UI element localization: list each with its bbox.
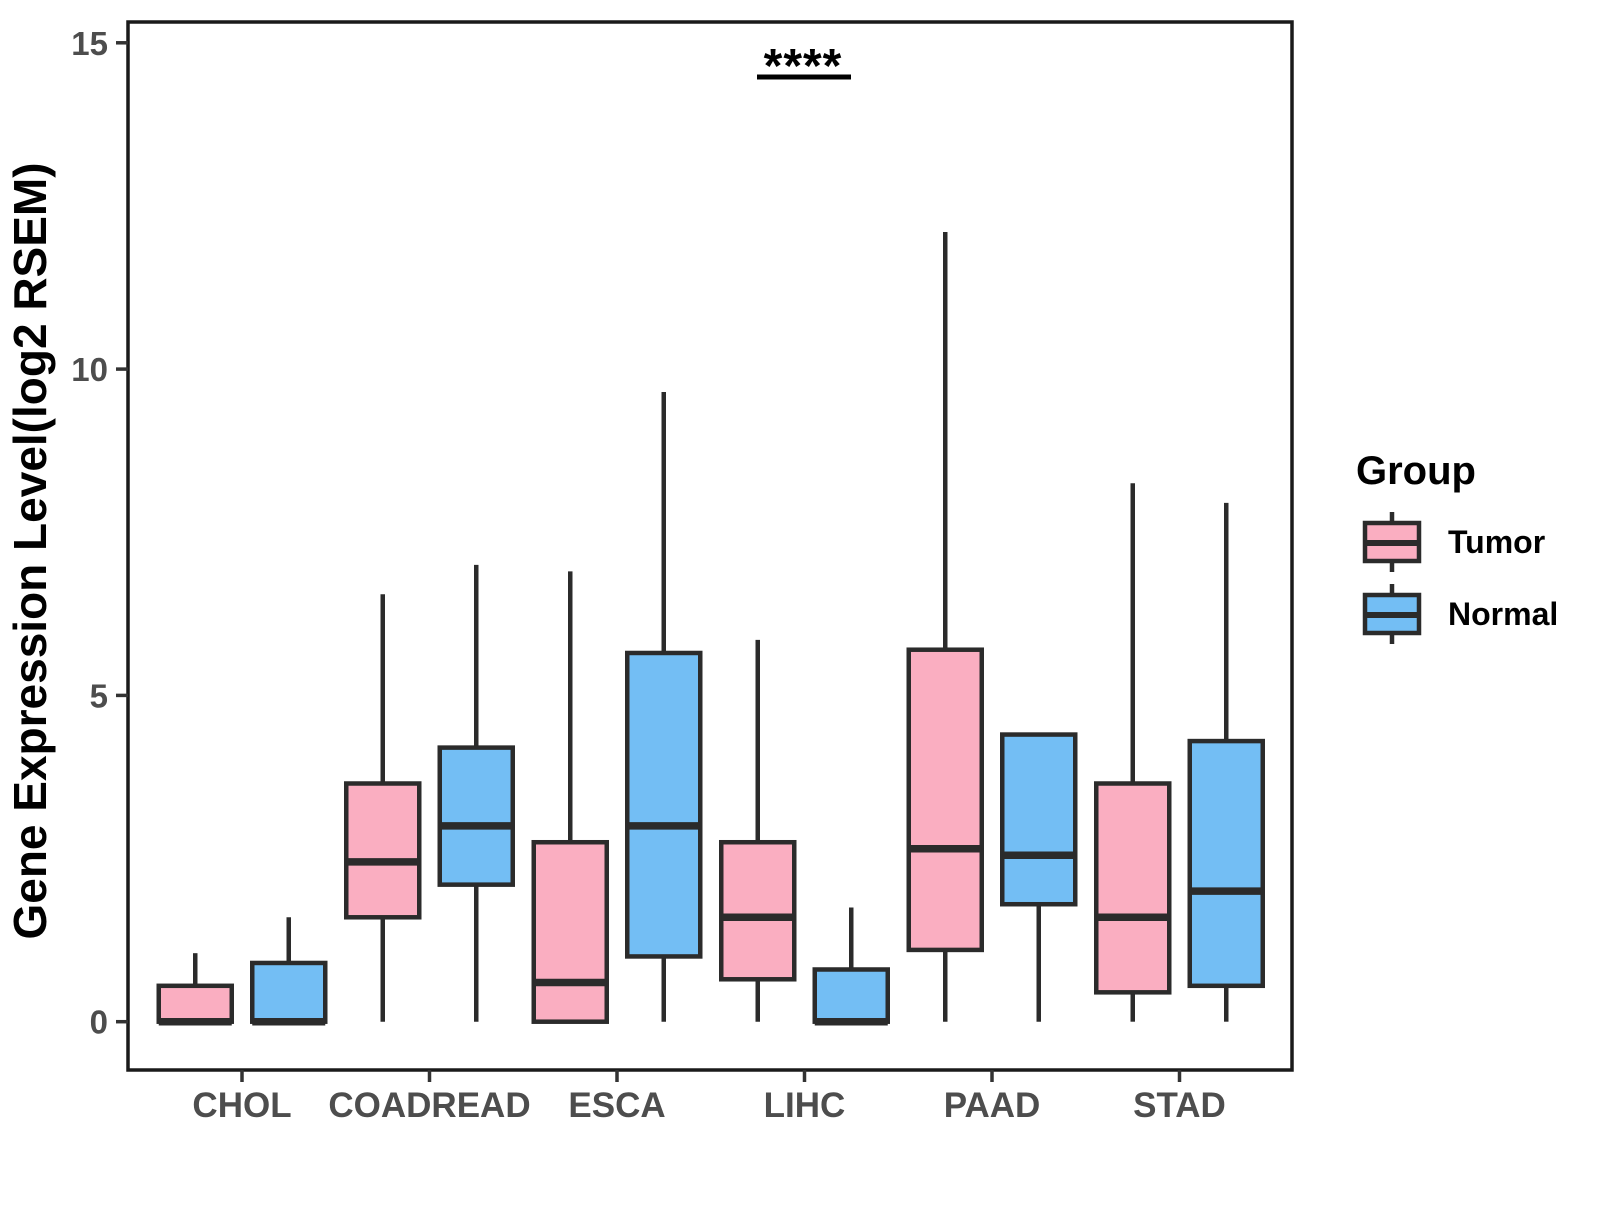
category-label: PAAD — [944, 1086, 1041, 1125]
y-tick-label: 5 — [90, 677, 108, 714]
category-label: ESCA — [568, 1086, 665, 1125]
y-tick-label: 15 — [71, 25, 108, 62]
y-tick-label: 0 — [90, 1004, 108, 1041]
legend-label-tumor: Tumor — [1448, 524, 1545, 560]
category-label: STAD — [1133, 1086, 1226, 1125]
box-normal-chol — [250, 960, 328, 1024]
panel-border — [126, 20, 1294, 1072]
y-tick-label: 10 — [71, 351, 108, 388]
box-normal-coadread — [437, 745, 515, 887]
legend-key-normal — [1362, 584, 1422, 644]
y-axis-title: Gene Expression Level(log2 RSEM) — [4, 162, 56, 939]
legend-key-tumor — [1362, 512, 1422, 572]
box-normal-stad — [1187, 738, 1265, 989]
plot-layer: 0 5 10 15 CHOL COADREAD ESCA LIHC PAAD STAD — [71, 25, 1265, 1125]
box-tumor-lihc — [719, 839, 797, 982]
legend-title: Group — [1356, 449, 1476, 493]
legend-label-normal: Normal — [1448, 596, 1558, 632]
category-label: LIHC — [764, 1086, 846, 1125]
category-label: COADREAD — [328, 1086, 530, 1125]
category-label: CHOL — [192, 1086, 291, 1125]
box-tumor-coadread — [344, 781, 422, 920]
box-tumor-paad — [906, 647, 984, 953]
legend: Group Tumor Normal — [1356, 449, 1558, 644]
box-normal-paad — [1000, 732, 1078, 907]
box-normal-esca — [625, 650, 703, 959]
box-tumor-chol — [156, 983, 234, 1024]
significance-stars: **** — [764, 40, 843, 93]
box-tumor-esca — [531, 839, 609, 1024]
box-tumor-stad — [1094, 781, 1172, 995]
box-normal-lihc — [812, 967, 890, 1024]
